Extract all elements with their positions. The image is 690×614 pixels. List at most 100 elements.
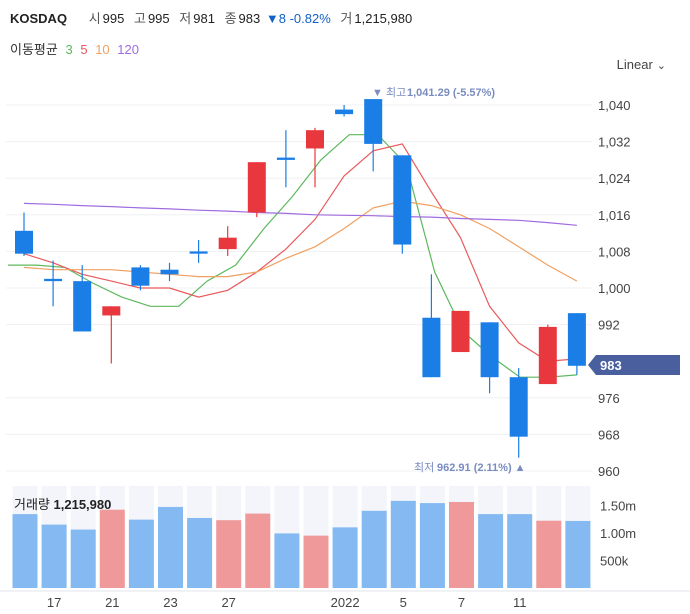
symbol: KOSDAQ	[10, 11, 68, 26]
low-value: 981	[193, 11, 215, 26]
price-tick-label: 968	[598, 427, 620, 442]
candle	[247, 162, 266, 218]
ma-line-120	[23, 202, 577, 226]
candle	[364, 99, 383, 172]
moving-average-lines	[8, 134, 578, 378]
date-tick-label: 27	[221, 595, 235, 610]
candle-body	[451, 310, 470, 353]
candle-body	[509, 377, 528, 437]
candle-body	[538, 326, 557, 385]
candle-body	[189, 251, 208, 254]
candle-body	[131, 267, 150, 286]
candle	[73, 265, 92, 332]
volume-bar	[565, 520, 591, 588]
volume-panel-title: 거래량 1,215,980	[14, 494, 111, 513]
ma-3[interactable]: 3	[65, 42, 73, 57]
grid	[6, 104, 592, 472]
ma-10[interactable]: 10	[95, 42, 110, 57]
volume-bar	[536, 520, 562, 588]
price-tick-label: 1,032	[598, 135, 631, 150]
volume-bar	[245, 513, 271, 588]
change-value: ▼8 -0.82%	[265, 11, 331, 26]
volume-bars	[12, 486, 591, 588]
price-tick-label: 992	[598, 318, 620, 333]
volume-bar	[274, 533, 300, 588]
volume-tick-label: 500k	[600, 553, 629, 568]
volume-axis: 1.50m 1.00m 500k	[600, 498, 636, 568]
candles	[15, 99, 586, 458]
ma-120[interactable]: 120	[117, 42, 139, 57]
ma-line-5	[23, 143, 577, 362]
price-tick-label: 1,016	[598, 208, 631, 223]
candle	[131, 265, 150, 291]
volume-bar	[99, 509, 125, 588]
volume-value: 1,215,980	[354, 11, 413, 26]
volume-bar	[187, 517, 213, 588]
volume-bar	[41, 524, 67, 588]
candle-body	[480, 322, 499, 378]
volume-bar	[449, 501, 474, 588]
candle	[538, 324, 557, 385]
close-value: 983	[238, 11, 261, 26]
price-tick-label: 1,008	[598, 244, 631, 259]
candle-body	[364, 99, 383, 144]
price-tick-label: 1,000	[598, 281, 631, 296]
candle-body	[306, 130, 324, 149]
volume-panel-value: 1,215,980	[53, 497, 112, 512]
scale-label: Linear	[616, 57, 653, 72]
candle	[393, 155, 412, 254]
price-tick-label: 1,040	[598, 98, 631, 113]
candle-body	[218, 237, 237, 250]
date-tick-label: 17	[47, 595, 61, 610]
date-tick-label: 7	[458, 595, 465, 610]
current-price-value: 983	[600, 358, 622, 373]
candle-body	[160, 269, 179, 275]
volume-bar	[507, 514, 533, 588]
volume-bar	[303, 535, 329, 588]
volume-tick-label: 1.50m	[600, 498, 636, 513]
candle	[189, 239, 208, 263]
candle	[480, 322, 499, 394]
date-tick-label: 23	[163, 595, 177, 610]
min-annotation-value: 962.91 (2.11%) ▲	[437, 462, 526, 474]
candle	[422, 274, 441, 378]
volume-bar	[332, 527, 358, 588]
high-value: 995	[147, 11, 170, 26]
volume-bar	[419, 503, 445, 588]
ma-5[interactable]: 5	[80, 42, 88, 57]
volume-panel-label: 거래량	[14, 497, 50, 512]
volume-label: 거	[340, 11, 353, 26]
volume-bar	[478, 514, 504, 588]
low-label: 저	[179, 11, 192, 26]
date-tick-label: 21	[105, 595, 119, 610]
volume-bar	[158, 506, 183, 588]
candle-body	[15, 230, 33, 254]
candle-body	[422, 317, 441, 378]
current-price-tag: 983	[588, 355, 680, 375]
date-tick-label: 2022	[331, 595, 360, 610]
candle-body	[393, 155, 412, 245]
price-tick-label: 960	[598, 464, 620, 479]
date-axis: 17 21 23 27 2022 5 7 11	[0, 590, 690, 610]
max-annotation-value: 1,041.29 (-5.57%)	[407, 87, 495, 99]
open-value: 995	[102, 11, 125, 26]
candle	[451, 310, 470, 353]
moving-average-legend: 이동평균 3 5 10 120	[10, 39, 143, 58]
candle-body	[335, 109, 354, 115]
candle	[567, 313, 586, 375]
scale-dropdown[interactable]: Linear ⌄	[617, 57, 666, 72]
min-annotation-label: 최저	[414, 461, 434, 474]
volume-bar	[12, 514, 38, 588]
date-tick-label: 5	[400, 595, 407, 610]
date-tick-label: 11	[513, 595, 527, 610]
candle-body	[102, 306, 121, 316]
volume-bar	[70, 529, 96, 588]
volume-bar	[390, 500, 416, 588]
candle	[509, 368, 528, 458]
candle	[15, 212, 33, 256]
candle-body	[44, 278, 63, 282]
quote-header: KOSDAQ 시 995 고 995 저 981 종 983 ▼8 -0.82% 거 1,…	[10, 8, 412, 27]
candle	[335, 105, 354, 117]
candle-body	[73, 281, 92, 332]
